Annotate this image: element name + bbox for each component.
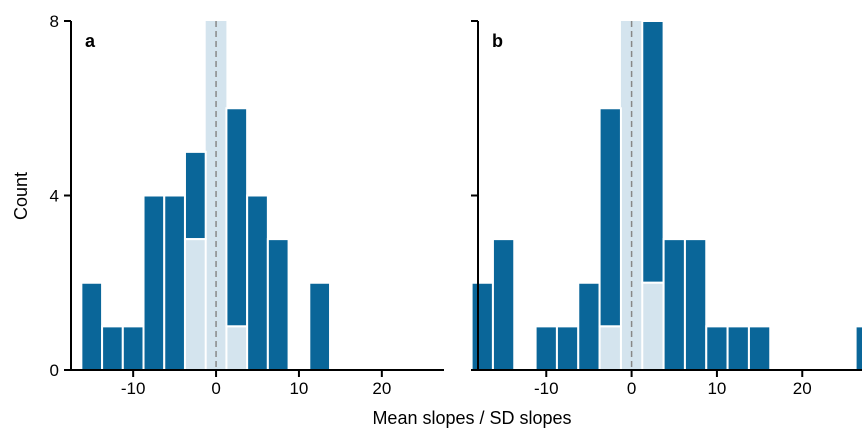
histogram-bar xyxy=(183,150,207,241)
histogram-bar xyxy=(246,194,269,371)
y-axis-label: Count xyxy=(11,172,31,220)
histogram-bar xyxy=(747,325,772,371)
x-tick-label: 10 xyxy=(707,379,726,398)
x-tick-label: -10 xyxy=(534,379,559,398)
x-axis-label: Mean slopes / SD slopes xyxy=(372,408,571,428)
histogram-bar xyxy=(662,238,686,371)
histogram-bar xyxy=(225,107,249,328)
histogram-bar xyxy=(80,281,104,371)
x-tick-label: 0 xyxy=(211,379,220,398)
panel-label: b xyxy=(492,31,503,51)
histogram-bar-highlight xyxy=(183,238,207,371)
histogram-bar xyxy=(121,325,145,371)
x-tick-label: -10 xyxy=(121,379,146,398)
histogram-bar xyxy=(470,281,494,371)
histogram-bar xyxy=(555,325,580,371)
x-tick-label: 20 xyxy=(372,379,391,398)
histogram-bar xyxy=(854,325,862,371)
histogram-bar xyxy=(308,281,332,371)
panel-b: -10 0 10 20 b xyxy=(470,20,862,398)
histogram-bar xyxy=(683,238,708,371)
panel-label: a xyxy=(85,31,96,51)
y-tick-label: 0 xyxy=(50,361,59,380)
histogram-bar xyxy=(641,20,665,284)
histogram-bar xyxy=(101,325,124,371)
histogram-bar xyxy=(534,325,558,371)
histogram-bar-highlight xyxy=(641,281,665,371)
histogram-bar xyxy=(266,238,290,371)
histogram-bar xyxy=(705,325,729,371)
panel-a: 0 4 8 -10 0 10 20 a xyxy=(50,12,444,398)
histogram-bar xyxy=(577,281,601,371)
histogram-bar-highlight xyxy=(225,325,249,371)
x-tick-label: 10 xyxy=(289,379,308,398)
histogram-bar xyxy=(598,107,622,328)
x-tick-label: 20 xyxy=(793,379,812,398)
histogram-bar xyxy=(163,194,186,371)
y-tick-label: 8 xyxy=(50,12,59,31)
histogram-bar-highlight xyxy=(598,325,622,371)
histogram-bar xyxy=(726,325,750,371)
x-tick-label: 0 xyxy=(627,379,636,398)
histogram-bar xyxy=(491,238,516,371)
histogram-bar xyxy=(142,194,166,371)
y-tick-label: 4 xyxy=(50,187,59,206)
